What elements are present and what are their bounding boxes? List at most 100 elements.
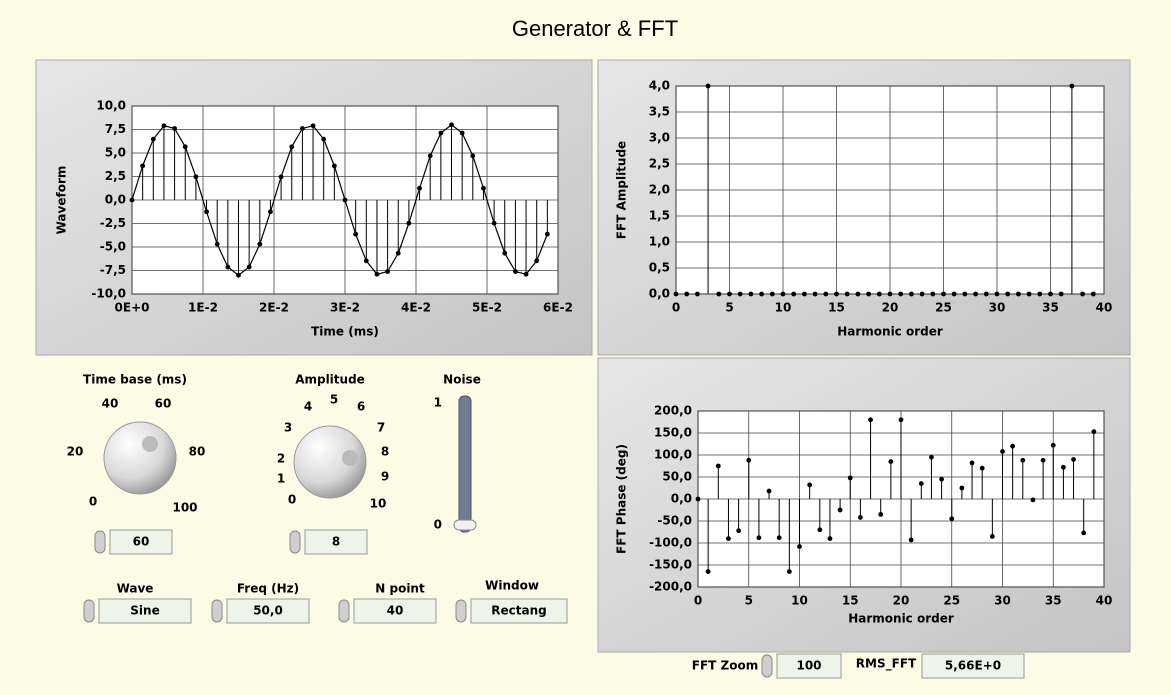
x-tick-label: 25: [935, 301, 952, 315]
data-point: [995, 292, 1000, 297]
increment-arrows[interactable]: [456, 600, 466, 622]
control-label: FFT Zoom: [692, 659, 758, 673]
x-tick-label: 40: [1096, 301, 1113, 315]
knob-scale: 80: [189, 445, 206, 459]
data-point: [797, 544, 802, 549]
x-tick-label: 0E+0: [115, 301, 150, 315]
data-point: [781, 292, 786, 297]
data-point: [1059, 292, 1064, 297]
y-tick-label: 2,5: [649, 157, 670, 171]
data-point: [300, 126, 305, 131]
y-tick-label: 1,5: [649, 209, 670, 223]
x-tick-label: 40: [1096, 594, 1113, 608]
knob-scale: 2: [277, 452, 285, 466]
data-point: [130, 198, 135, 203]
x-tick-label: 3E-2: [330, 301, 360, 315]
data-point: [1091, 292, 1096, 297]
data-point: [460, 131, 465, 136]
x-axis-label: Harmonic order: [837, 325, 943, 339]
increment-arrows[interactable]: [339, 600, 349, 622]
data-point: [375, 272, 380, 277]
front-panel: Generator & FFT Time base (ms) 0 20 40 6…: [0, 0, 1171, 695]
increment-arrows[interactable]: [762, 655, 772, 677]
data-point: [749, 292, 754, 297]
data-point: [385, 269, 390, 274]
data-point: [417, 186, 422, 191]
y-tick-label: -50,0: [657, 514, 692, 528]
data-point: [524, 272, 529, 277]
indicator-label: RMS_FFT: [856, 657, 917, 672]
data-point: [939, 477, 944, 482]
data-point: [777, 535, 782, 540]
data-point: [888, 459, 893, 464]
data-point: [674, 292, 679, 297]
knob-scale: 0: [288, 493, 296, 507]
data-point: [716, 292, 721, 297]
knob-scale: 100: [172, 501, 197, 515]
knob-scale: 40: [102, 397, 119, 411]
data-point: [787, 569, 792, 574]
x-axis-label: Time (ms): [311, 325, 379, 339]
y-axis-label: Waveform: [55, 166, 69, 235]
increment-arrows[interactable]: [212, 600, 222, 622]
slider-track[interactable]: [459, 396, 471, 532]
data-point: [545, 232, 550, 237]
data-point: [980, 466, 985, 471]
data-point: [706, 84, 711, 89]
increment-arrows[interactable]: [84, 600, 94, 622]
y-tick-label: 10,0: [96, 99, 126, 113]
x-tick-label: 5E-2: [472, 301, 502, 315]
knob-scale: 3: [284, 421, 292, 435]
knob-scale: 20: [67, 445, 84, 459]
x-tick-label: 15: [828, 301, 845, 315]
data-point: [289, 144, 294, 149]
numeric-value: 8: [332, 535, 340, 549]
increment-arrows[interactable]: [95, 531, 105, 553]
data-point: [1051, 443, 1056, 448]
data-point: [1080, 292, 1085, 297]
numeric-value: 100: [796, 659, 821, 673]
data-point: [791, 292, 796, 297]
data-point: [151, 137, 156, 142]
slider-thumb[interactable]: [454, 520, 476, 530]
data-point: [963, 292, 968, 297]
x-tick-label: 20: [882, 301, 899, 315]
knob-scale: 6: [357, 400, 365, 414]
data-point: [194, 174, 199, 179]
knob[interactable]: [104, 422, 176, 494]
y-tick-label: 0,5: [649, 261, 670, 275]
data-point: [899, 417, 904, 422]
data-point: [1070, 84, 1075, 89]
data-point: [1081, 530, 1086, 535]
x-tick-label: 0: [672, 301, 680, 315]
x-tick-label: 5: [745, 594, 753, 608]
data-point: [470, 153, 475, 158]
data-point: [279, 174, 284, 179]
y-tick-label: 0,0: [671, 492, 692, 506]
data-point: [828, 536, 833, 541]
data-point: [706, 569, 711, 574]
y-tick-label: -10,0: [91, 287, 126, 301]
data-point: [909, 538, 914, 543]
x-tick-label: 10: [775, 301, 792, 315]
slider-scale: 1: [434, 396, 442, 410]
y-axis-label: FFT Amplitude: [615, 141, 629, 239]
knob-scale: 5: [330, 393, 338, 407]
data-point: [920, 292, 925, 297]
data-point: [343, 198, 348, 203]
increment-arrows[interactable]: [290, 531, 300, 553]
data-point: [1027, 292, 1032, 297]
ring-value: Sine: [130, 604, 159, 618]
x-tick-label: 25: [943, 594, 960, 608]
data-point: [990, 534, 995, 539]
knob-scale: 60: [155, 397, 172, 411]
data-point: [909, 292, 914, 297]
knob-scale: 9: [381, 470, 389, 484]
x-tick-label: 5: [725, 301, 733, 315]
data-point: [513, 269, 518, 274]
knob-label: Time base (ms): [83, 373, 187, 387]
data-point: [1010, 444, 1015, 449]
data-point: [868, 417, 873, 422]
data-point: [1031, 497, 1036, 502]
y-tick-label: 50,0: [662, 470, 692, 484]
